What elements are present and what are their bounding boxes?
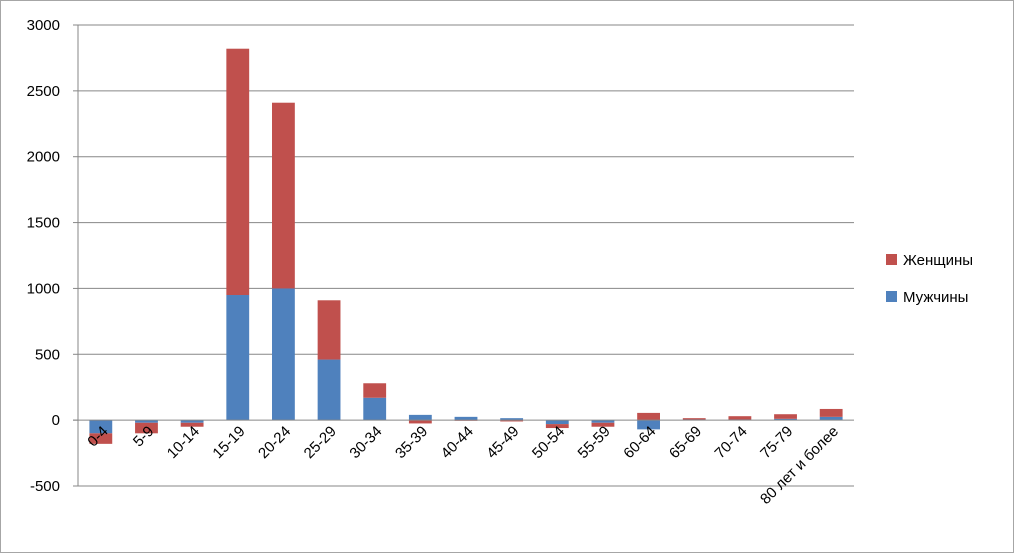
y-tick-label: 0 [52, 412, 60, 429]
bar-men [774, 418, 797, 421]
bar-men [408, 414, 432, 421]
bar-women [682, 418, 706, 420]
x-tick-label: 40-44 [438, 423, 477, 462]
bar-men [89, 420, 113, 434]
x-tick-labels: 0-4 5-9 10-14 15-19 20-24 25-29 30-34 35-39 40-4… [84, 423, 842, 508]
y-tick-label: 1000 [27, 280, 60, 297]
x-tick-label: 20-24 [255, 423, 294, 462]
bar-men [819, 416, 843, 421]
bar-women [89, 433, 113, 444]
x-tick-label: 45-49 [483, 423, 522, 462]
bar-men [226, 295, 250, 421]
legend-swatch-men [886, 291, 897, 302]
x-tick-label: 15-19 [209, 423, 248, 462]
bar-women [545, 424, 569, 429]
bar-men [637, 420, 660, 430]
legend: Женщины Мужчины [886, 252, 973, 306]
bar-women [272, 102, 295, 289]
y-tick-label: -500 [30, 478, 60, 495]
x-tick-label: 80 лет и более [757, 423, 842, 508]
y-tick-label: 3000 [27, 17, 60, 34]
axes [73, 24, 854, 487]
x-tick-label: 55-59 [575, 423, 614, 462]
legend-label-women: Женщины [903, 252, 973, 269]
bar-men [454, 416, 478, 421]
bar-women [637, 412, 660, 421]
bar-women [180, 422, 204, 427]
bar-women [135, 422, 158, 434]
y-tick-label: 2000 [27, 149, 60, 166]
bar-women [226, 48, 250, 296]
bar-women [317, 300, 341, 360]
bar-women [408, 420, 432, 424]
bar-men [500, 418, 524, 421]
bar-men [180, 420, 204, 423]
gridlines [78, 24, 854, 487]
y-tick-label: 2500 [27, 83, 60, 100]
bar-women [728, 416, 752, 420]
x-tick-label: 10-14 [164, 423, 203, 462]
x-tick-label: 50-54 [529, 423, 568, 462]
x-tick-label: 75-79 [757, 423, 796, 462]
bar-men [591, 420, 615, 423]
x-tick-label: 25-29 [301, 423, 340, 462]
x-tick-label: 65-69 [666, 423, 705, 462]
x-tick-label: 30-34 [346, 423, 385, 462]
x-tick-label: 35-39 [392, 423, 431, 462]
legend-label-men: Мужчины [903, 289, 968, 306]
bar-men [272, 288, 295, 421]
bar-men [135, 420, 158, 423]
bar-women [500, 420, 524, 422]
legend-swatch-women [886, 254, 897, 265]
bars [89, 48, 843, 444]
y-tick-label: 500 [35, 346, 60, 363]
bar-men [545, 420, 569, 425]
bar-women [591, 422, 615, 427]
y-tick-labels: -500 0 500 1000 1500 2000 2500 3000 [27, 17, 60, 495]
bar-men [317, 359, 341, 421]
bar-men [363, 397, 387, 421]
bar-women [774, 414, 797, 419]
x-tick-label: 70-74 [712, 423, 751, 462]
y-tick-label: 1500 [27, 215, 60, 232]
bar-women [819, 408, 843, 417]
bar-women [363, 383, 387, 398]
